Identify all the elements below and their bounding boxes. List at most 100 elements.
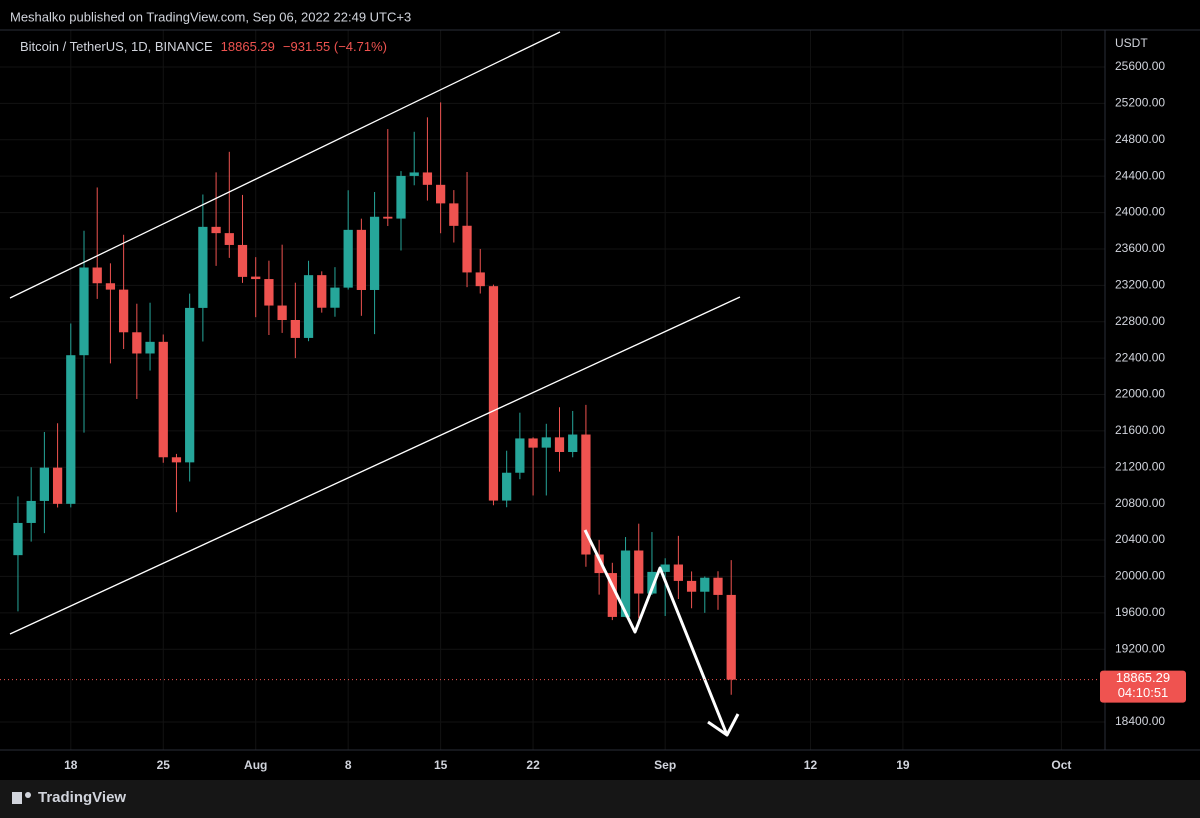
candle-body [488,286,499,501]
candle-body [303,275,314,338]
candles [13,102,736,695]
x-tick-label: 19 [896,758,910,772]
x-tick-label: Sep [654,758,676,772]
footer-brand: TradingView [38,789,126,806]
candle-body [356,229,366,290]
symbol: Bitcoin / TetherUS, 1D, BINANCE [20,39,213,54]
candle-body [13,522,23,556]
candle-body [52,467,63,504]
candle-body [211,226,221,234]
y-tick-label: 25200.00 [1115,96,1165,110]
y-tick-label: 19600.00 [1115,605,1165,619]
candle-body [700,577,710,592]
x-tick-label: 8 [345,758,352,772]
logo-mark [12,792,22,804]
candle-body [92,267,102,284]
y-tick-label: 20800.00 [1115,496,1165,510]
y-tick-label: 22800.00 [1115,314,1165,328]
candle-body [634,550,644,594]
y-tick-label: 21200.00 [1115,459,1165,473]
candle-body [119,289,129,333]
candle-body [26,500,36,523]
candle-body [66,355,76,504]
y-tick-label: 24400.00 [1115,168,1165,182]
candle-body [105,283,116,290]
candle-body [686,580,697,592]
channel-lower [9,296,741,635]
candle-body [449,203,459,226]
arrow-head [707,713,740,737]
symbol-line: Bitcoin / TetherUS, 1D, BINANCE 18865.29−… [20,39,387,54]
candle-body [726,594,736,680]
candle-body [515,438,525,473]
y-tick-label: 21600.00 [1115,423,1165,437]
last-price-tag [1100,670,1186,703]
publisher-line: Meshalko published on TradingView.com, S… [10,9,411,24]
candle-body [237,244,248,277]
y-tick-label: 24000.00 [1115,205,1165,219]
x-tick-label: Aug [244,758,267,772]
candle-body [171,457,182,463]
candle-body [369,216,380,290]
x-tick-label: 25 [157,758,171,772]
candle-body [185,307,195,463]
candle-body [343,229,353,288]
candle-body [436,184,446,204]
candle-body [607,573,617,617]
y-tick-label: 23600.00 [1115,241,1165,255]
candle-body [528,438,538,448]
candle-body [251,276,261,280]
candle-body [713,577,723,595]
candle-body [158,341,168,458]
candle-body [554,437,565,452]
y-tick-label: 22400.00 [1115,350,1165,364]
logo-dot [25,792,31,798]
candle-body [568,434,578,452]
candle-body [264,279,274,306]
y-tick-label: 22000.00 [1115,387,1165,401]
candle-body [198,226,208,308]
candle-body [541,437,551,448]
candle-body [383,216,393,219]
x-tick-label: 22 [526,758,540,772]
arrow-path [583,529,729,736]
candle-body [145,341,155,354]
candle-body [330,287,340,308]
candle-body [79,267,89,356]
candle-body [462,225,472,273]
x-tick-label: 12 [804,758,818,772]
candle-body [594,554,604,574]
candle-body [475,272,485,287]
footer-bar [0,780,1200,818]
candle-body [39,467,50,501]
footer-logo: TradingView [12,789,126,806]
candle-body [620,550,631,617]
y-tick-label: 23200.00 [1115,278,1165,292]
candle-body [396,175,406,219]
candle-body [502,472,512,501]
y-tick-label: 25600.00 [1115,59,1165,73]
candle-body [409,172,419,176]
candle-body [673,564,683,581]
candle-body [290,320,300,338]
candle-body [581,434,591,555]
candle-body [224,233,234,245]
x-tick-label: 15 [434,758,448,772]
y-tick-label: 18400.00 [1115,714,1165,728]
countdown: 04:10:51 [1118,685,1169,700]
candle-body [277,305,287,321]
y-tick-label: 24800.00 [1115,132,1165,146]
x-tick-label: 18 [64,758,78,772]
candle-body [317,275,327,308]
candle-body [660,564,670,572]
grid [0,30,1105,750]
currency: USDT [1115,36,1148,50]
y-tick-label: 20000.00 [1115,569,1165,583]
candle-body [132,332,142,354]
channel-upper [9,31,561,299]
last-price-tag-label: 18865.29 [1116,670,1170,685]
candle-body [647,571,657,594]
candle-body [422,172,433,185]
